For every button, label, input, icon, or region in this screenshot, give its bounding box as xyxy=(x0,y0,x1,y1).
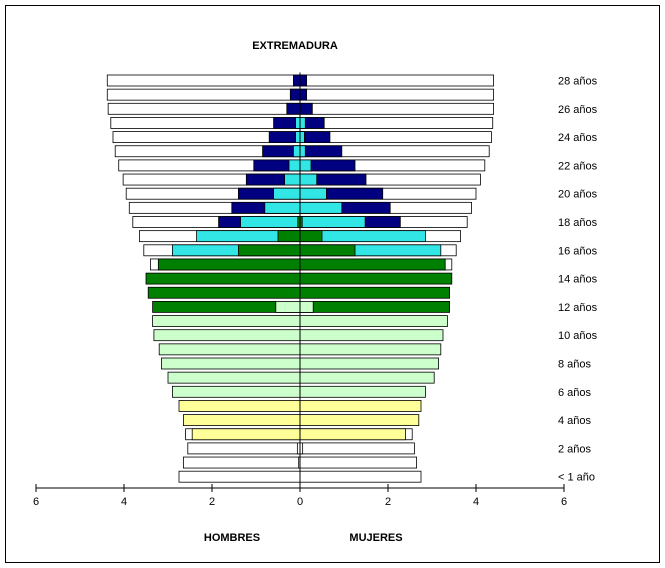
bar-mujeres-age-23-seg-1 xyxy=(299,145,343,158)
bar-mujeres-age-20-seg-2 xyxy=(299,187,327,200)
bar-mujeres-age-9-seg-0 xyxy=(299,343,442,356)
y-label-age-6: 6 años xyxy=(558,387,592,399)
bar-mujeres-age-22-seg-2 xyxy=(299,159,312,172)
bar-hombres-age-28-seg-1 xyxy=(292,74,301,87)
bar-mujeres-age-12-seg-1 xyxy=(299,300,314,313)
bar-hombres-age-8-seg-0 xyxy=(160,357,301,370)
y-label-age-10: 10 años xyxy=(558,330,598,342)
bar-hombres-age-17-seg-2 xyxy=(277,230,301,243)
bar-hombres-age-0-seg-0 xyxy=(178,470,301,483)
bar-mujeres-age-27-seg-1 xyxy=(299,88,307,101)
bar-mujeres-age-18-seg-2 xyxy=(299,216,366,228)
bar-mujeres-age-19-seg-2 xyxy=(299,201,343,214)
bar-mujeres-age-21-seg-2 xyxy=(299,173,318,186)
bar-mujeres-age-7-seg-0 xyxy=(299,371,435,384)
bar-mujeres-age-15-seg-1 xyxy=(299,258,446,271)
bar-mujeres-age-25-seg-2 xyxy=(299,117,306,129)
bar-mujeres-age-14-seg-0 xyxy=(299,272,453,285)
bar-mujeres-age-27-seg-0 xyxy=(299,88,495,101)
x-axis: 6 4 2 0 2 4 6 xyxy=(33,484,567,508)
y-label-age-8: 8 años xyxy=(558,359,592,371)
y-label-age-4: 4 años xyxy=(558,415,592,427)
chart-title: EXTREMADURA xyxy=(252,40,338,52)
x-tick-label: 6 xyxy=(33,496,39,508)
bar-mujeres-age-5-seg-0 xyxy=(299,400,422,412)
bar-mujeres-age-3-seg-1 xyxy=(299,428,406,441)
y-label-age-16: 16 años xyxy=(558,245,598,257)
bar-hombres-age-10-seg-0 xyxy=(153,329,301,342)
bar-hombres-age-28-seg-0 xyxy=(106,74,301,87)
bar-hombres-age-2-seg-0 xyxy=(187,442,301,455)
bar-hombres-age-4-seg-0 xyxy=(182,414,301,427)
bar-mujeres-age-16-seg-2 xyxy=(299,244,356,257)
bar-mujeres-age-11-seg-0 xyxy=(299,315,448,327)
bar-hombres-age-13-seg-0 xyxy=(147,286,301,299)
bar-mujeres-age-10-seg-0 xyxy=(299,329,444,342)
bar-mujeres-age-1-seg-0 xyxy=(299,456,417,469)
bar-mujeres-age-23-seg-2 xyxy=(299,145,306,158)
bar-mujeres-age-17-seg-2 xyxy=(299,230,323,243)
bar-mujeres-age-26-seg-0 xyxy=(299,102,495,115)
y-label-age-12: 12 años xyxy=(558,302,598,314)
bar-mujeres-age-8-seg-0 xyxy=(299,357,440,370)
bar-mujeres-age-24-seg-2 xyxy=(299,131,305,143)
bar-mujeres-age-2-seg-0 xyxy=(299,442,415,455)
bar-mujeres-age-25-seg-0 xyxy=(299,117,494,129)
bars-group xyxy=(106,72,495,488)
bar-hombres-age-19-seg-2 xyxy=(264,201,301,214)
y-label-age-22: 22 años xyxy=(558,160,598,172)
bar-hombres-age-25-seg-2 xyxy=(295,117,301,129)
bar-hombres-age-9-seg-0 xyxy=(158,343,301,356)
bar-hombres-age-6-seg-0 xyxy=(171,385,301,398)
x-label-mujeres: MUJERES xyxy=(349,532,402,544)
y-label-age-28: 28 años xyxy=(558,76,598,88)
x-tick-label: 4 xyxy=(473,496,479,508)
bar-hombres-age-1-seg-0 xyxy=(182,456,301,469)
bar-mujeres-age-0-seg-0 xyxy=(299,470,422,483)
bar-hombres-age-22-seg-2 xyxy=(288,159,301,172)
y-label-age-18: 18 años xyxy=(558,217,598,229)
bar-hombres-age-27-seg-0 xyxy=(106,88,301,101)
bar-hombres-age-11-seg-0 xyxy=(152,315,301,327)
bar-mujeres-age-28-seg-0 xyxy=(299,74,495,87)
population-pyramid-chart: EXTREMADURA 6 4 2 0 2 4 6 28 años 26 años 24 año… xyxy=(33,40,598,544)
x-tick-label: 2 xyxy=(209,496,215,508)
y-label-age-20: 20 años xyxy=(558,189,598,201)
y-label-age-14: 14 años xyxy=(558,274,598,286)
x-tick-label: 0 xyxy=(297,496,303,508)
bar-hombres-age-25-seg-0 xyxy=(110,117,301,129)
x-label-hombres: HOMBRES xyxy=(204,532,260,544)
bar-hombres-age-15-seg-1 xyxy=(157,258,301,271)
bar-hombres-age-26-seg-0 xyxy=(107,102,301,115)
bar-mujeres-age-28-seg-1 xyxy=(299,74,307,87)
bar-hombres-age-21-seg-2 xyxy=(284,173,301,186)
bar-hombres-age-12-seg-1 xyxy=(275,300,301,313)
y-label-age-0: < 1 año xyxy=(558,472,595,484)
bar-hombres-age-27-seg-1 xyxy=(289,88,301,101)
bar-mujeres-age-4-seg-0 xyxy=(299,414,420,427)
x-tick-label: 2 xyxy=(385,496,391,508)
y-label-age-24: 24 años xyxy=(558,132,598,144)
bar-hombres-age-7-seg-0 xyxy=(167,371,301,384)
bar-mujeres-age-6-seg-0 xyxy=(299,385,426,398)
bar-hombres-age-16-seg-2 xyxy=(237,244,301,257)
bar-hombres-age-23-seg-2 xyxy=(292,145,301,158)
y-axis-labels: 28 años 26 años 24 años 22 años 20 años 18 añ… xyxy=(558,76,598,484)
bar-mujeres-age-26-seg-1 xyxy=(299,102,313,115)
chart-frame: EXTREMADURA 6 4 2 0 2 4 6 28 años 26 años 24 año… xyxy=(5,5,660,563)
bar-hombres-age-18-seg-2 xyxy=(240,216,301,228)
bar-mujeres-age-13-seg-0 xyxy=(299,286,451,299)
y-label-age-26: 26 años xyxy=(558,104,598,116)
bar-hombres-age-24-seg-2 xyxy=(295,131,301,143)
bar-hombres-age-14-seg-0 xyxy=(145,272,301,285)
bar-hombres-age-20-seg-2 xyxy=(273,187,301,200)
y-label-age-2: 2 años xyxy=(558,443,592,455)
x-tick-label: 6 xyxy=(561,496,567,508)
bar-mujeres-age-12-seg-0 xyxy=(299,300,451,313)
bar-hombres-age-5-seg-0 xyxy=(178,400,301,412)
bar-hombres-age-26-seg-1 xyxy=(286,102,301,115)
x-tick-label: 4 xyxy=(121,496,127,508)
bar-hombres-age-3-seg-1 xyxy=(191,428,301,441)
